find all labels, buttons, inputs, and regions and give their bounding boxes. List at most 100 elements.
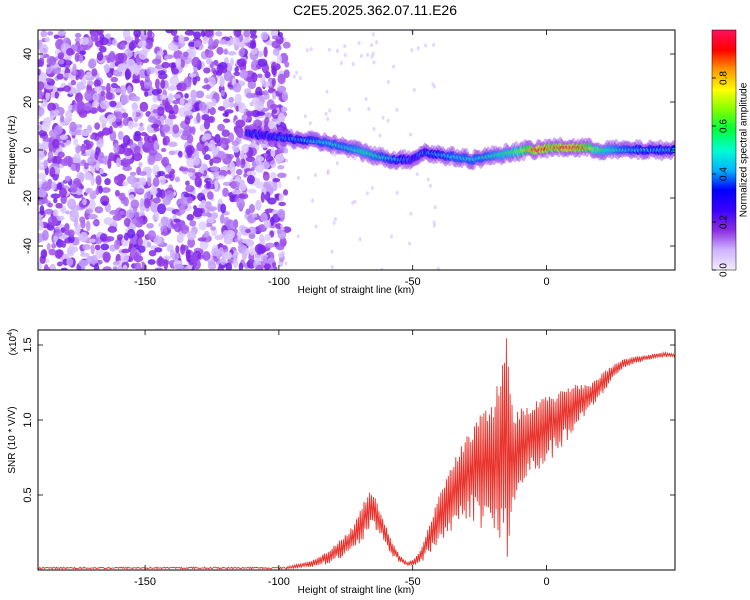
noise-speckle [105, 92, 113, 100]
noise-speckle [152, 109, 159, 114]
noise-speckle [359, 157, 363, 162]
noise-speckle [156, 50, 164, 56]
noise-speckle [45, 85, 54, 90]
noise-speckle [172, 93, 182, 99]
noise-speckle [177, 129, 184, 134]
noise-speckle [211, 146, 220, 153]
noise-speckle [229, 57, 234, 67]
noise-speckle [94, 206, 104, 214]
noise-speckle [47, 31, 54, 36]
noise-speckle [217, 265, 224, 270]
noise-speckle [183, 102, 193, 112]
noise-speckle [249, 30, 257, 37]
noise-speckle [263, 263, 272, 270]
noise-speckle [314, 224, 318, 229]
noise-speckle [436, 266, 440, 270]
noise-speckle [38, 261, 42, 270]
noise-speckle [167, 42, 176, 51]
noise-speckle [231, 189, 242, 195]
noise-speckle [216, 175, 226, 180]
noise-speckle [364, 96, 368, 101]
noise-speckle [124, 68, 132, 80]
noise-speckle [38, 81, 45, 91]
x-tick-label: -50 [405, 276, 421, 288]
noise-speckle [80, 129, 91, 137]
noise-speckle [194, 150, 200, 159]
noise-speckle [136, 229, 145, 238]
noise-speckle [370, 185, 374, 190]
noise-speckle [280, 224, 284, 229]
noise-speckle [225, 262, 233, 270]
noise-speckle [59, 134, 68, 141]
noise-speckle [370, 54, 374, 59]
noise-speckle [223, 70, 233, 82]
noise-speckle [154, 267, 164, 270]
noise-speckle [179, 204, 186, 215]
noise-speckle [188, 41, 196, 47]
noise-speckle [186, 147, 193, 159]
noise-speckle [41, 122, 51, 132]
noise-speckle [103, 217, 114, 225]
noise-speckle [173, 218, 181, 223]
noise-speckle [67, 229, 75, 238]
noise-speckle [207, 206, 218, 212]
noise-speckle [250, 40, 257, 49]
noise-speckle [81, 159, 86, 164]
noise-speckle [260, 192, 265, 203]
noise-speckle [183, 266, 189, 270]
noise-speckle [163, 174, 173, 179]
noise-speckle [95, 164, 100, 171]
noise-speckle [148, 249, 157, 257]
noise-speckle [189, 220, 197, 227]
noise-speckle [147, 156, 156, 166]
noise-speckle [57, 151, 65, 158]
noise-speckle [206, 216, 215, 224]
noise-speckle [52, 208, 59, 217]
noise-speckle [63, 155, 73, 166]
noise-speckle [223, 48, 229, 55]
noise-speckle [138, 49, 148, 60]
noise-speckle [412, 87, 416, 92]
noise-speckle [239, 69, 248, 79]
noise-speckle [38, 68, 41, 76]
noise-speckle [298, 76, 302, 81]
noise-speckle [113, 175, 124, 186]
spectrogram-ticks: -150 -100 -50 0 -40 -20 0 20 40 [22, 30, 675, 288]
noise-speckle [243, 36, 251, 43]
noise-speckle [194, 101, 201, 112]
noise-speckle [272, 262, 277, 268]
noise-speckle [339, 61, 343, 66]
noise-speckle [46, 55, 57, 66]
noise-speckle [359, 53, 363, 58]
noise-speckle [113, 88, 124, 93]
noise-speckle [38, 220, 44, 231]
noise-speckle [137, 40, 147, 48]
noise-speckle [327, 47, 331, 52]
noise-speckle [56, 249, 63, 258]
noise-speckle [375, 40, 379, 45]
noise-speckle [253, 119, 263, 128]
noise-speckle [371, 32, 375, 37]
noise-speckle [65, 210, 70, 215]
noise-speckle [66, 48, 74, 56]
noise-speckle [91, 149, 96, 158]
noise-speckle [333, 152, 337, 157]
noise-speckle [112, 261, 120, 266]
noise-speckle [112, 38, 118, 46]
noise-speckle [196, 112, 201, 123]
noise-speckle [106, 82, 111, 94]
noise-speckle [107, 226, 118, 233]
noise-speckle [211, 156, 222, 164]
noise-speckle [205, 180, 212, 189]
noise-speckle [281, 91, 289, 102]
noise-speckle [114, 239, 121, 250]
noise-speckle [284, 261, 288, 266]
noise-speckle [216, 250, 221, 260]
noise-speckle [186, 157, 195, 168]
noise-speckle [126, 175, 137, 185]
noise-speckle [54, 231, 63, 237]
noise-speckle [146, 222, 154, 229]
noise-speckle [45, 66, 53, 75]
noise-speckle [226, 51, 237, 56]
noise-speckle [308, 121, 312, 126]
